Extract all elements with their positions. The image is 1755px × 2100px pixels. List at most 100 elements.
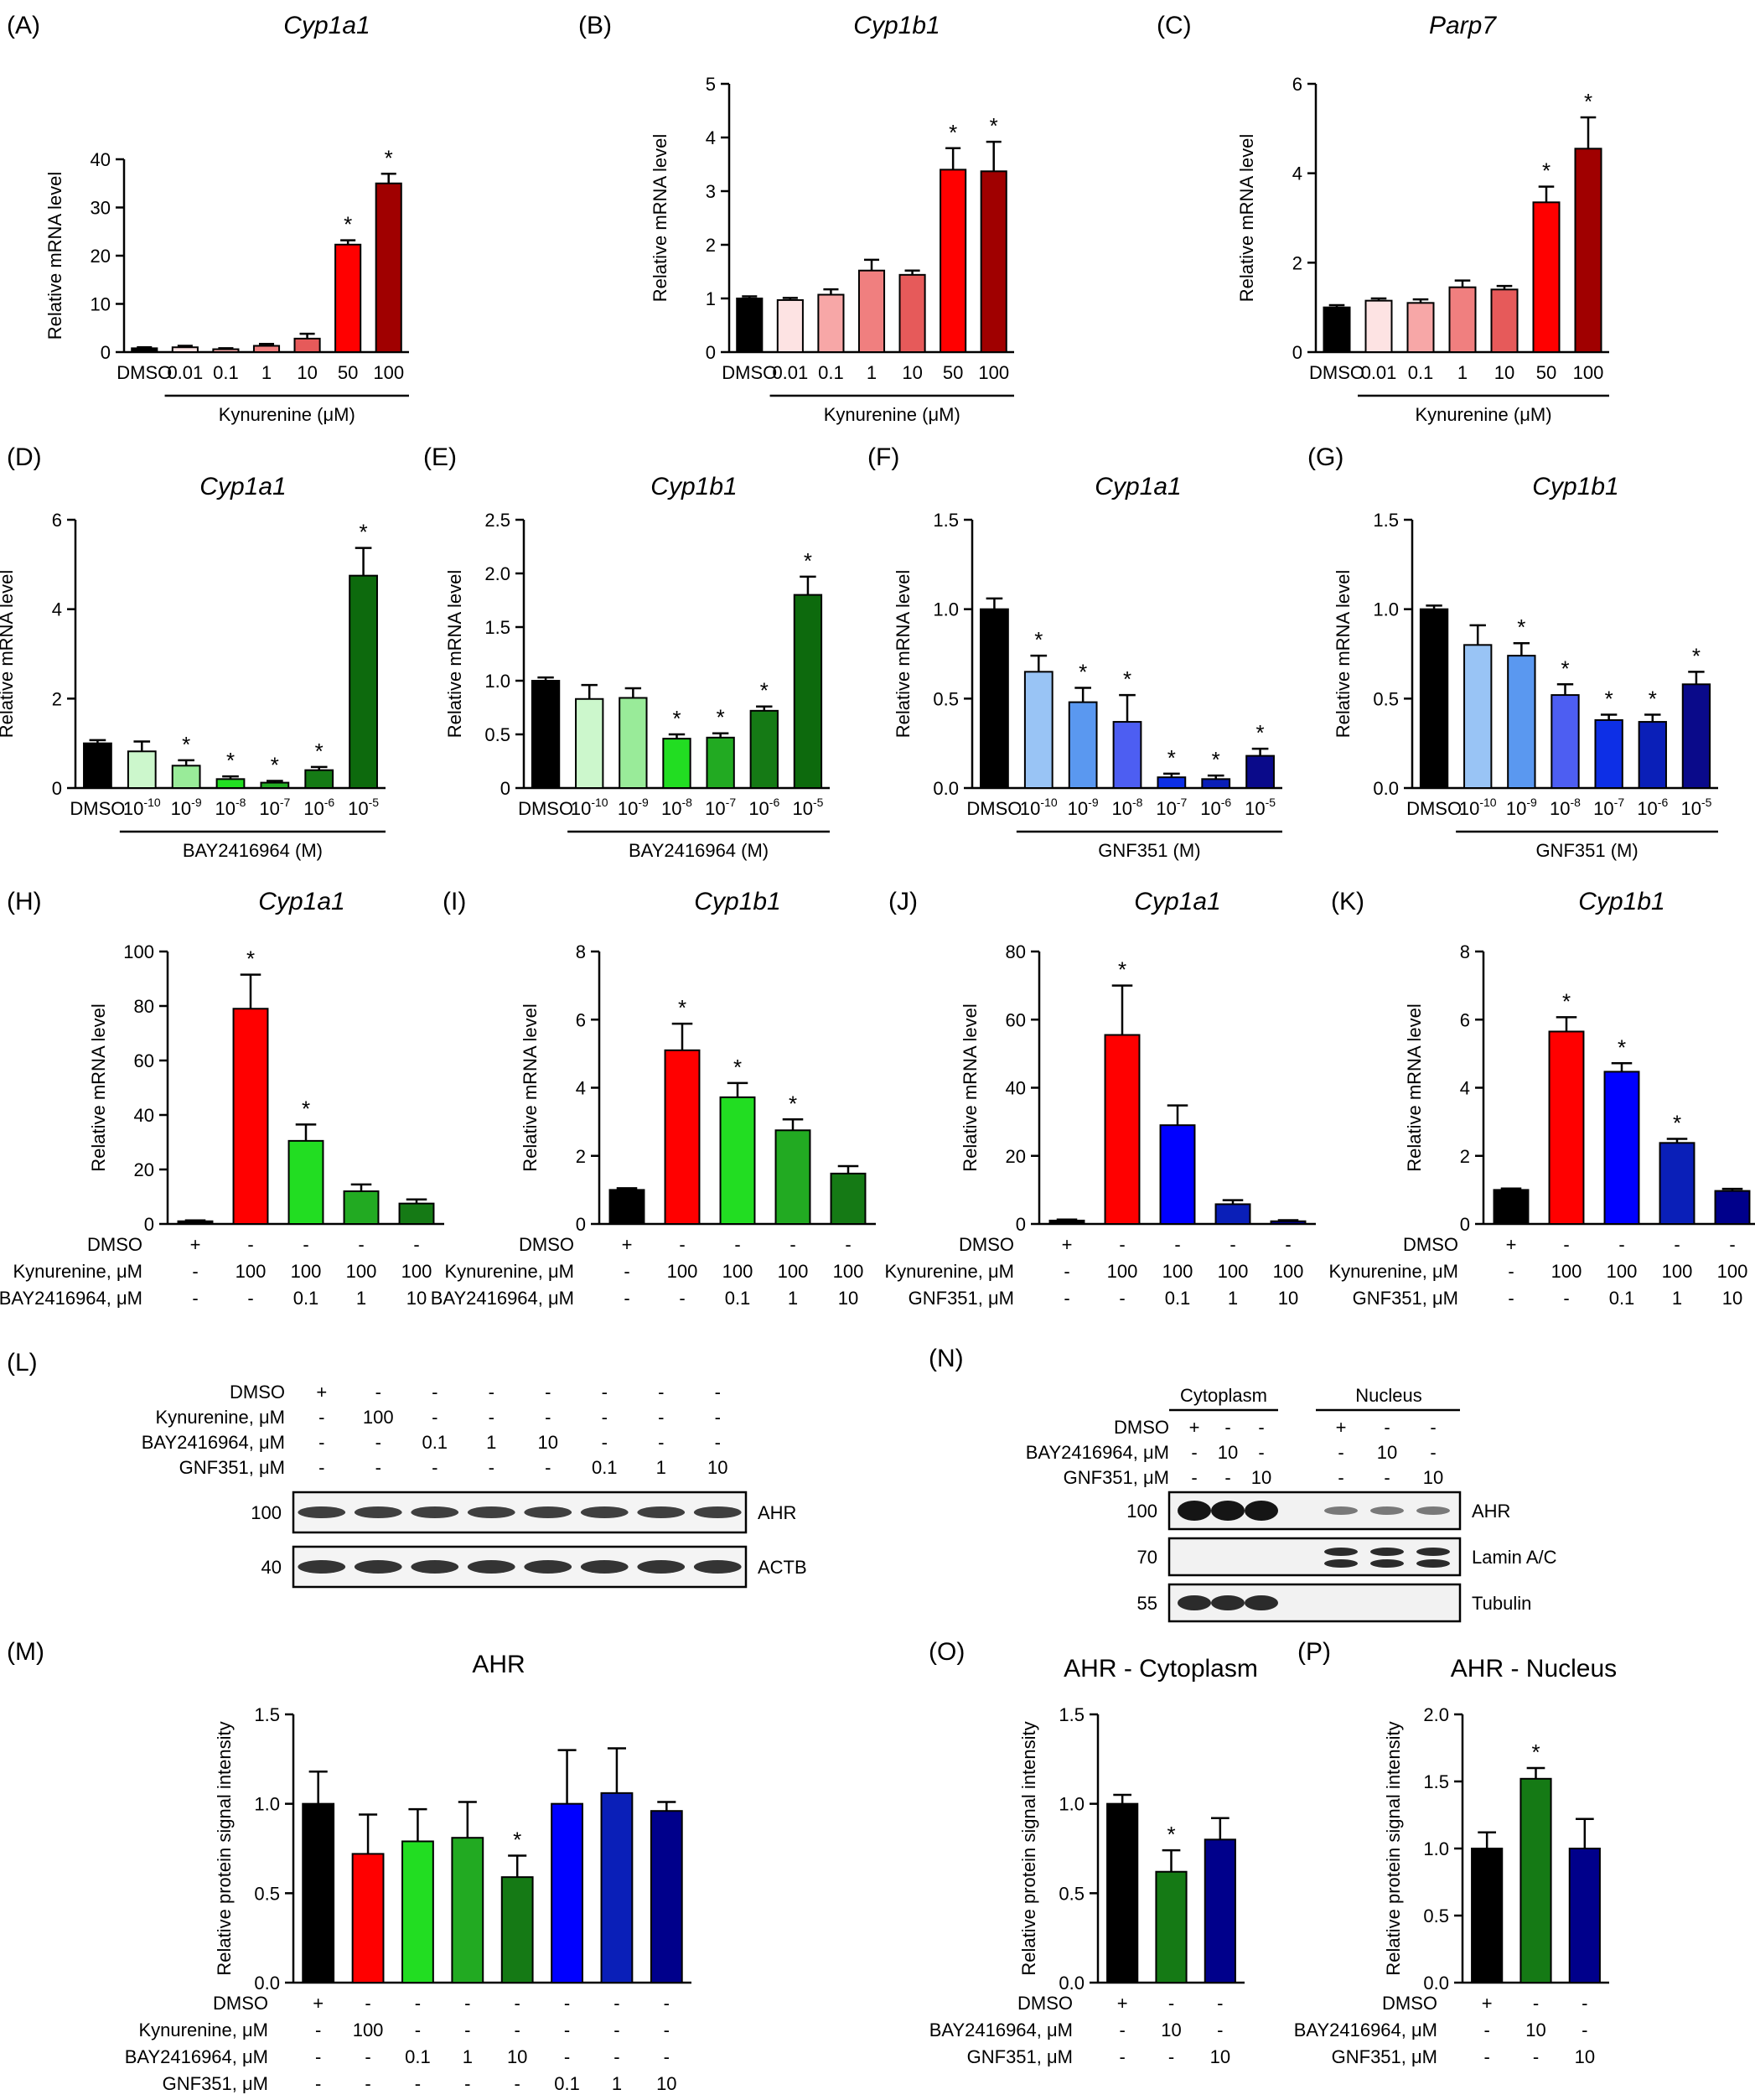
condition-cell: 1 xyxy=(612,2073,622,2094)
bar xyxy=(662,738,691,789)
significance-star: * xyxy=(1562,988,1571,1014)
x-tick-label: 1 xyxy=(867,362,877,383)
y-tick-label: 2.0 xyxy=(1423,1704,1449,1725)
y-tick-label: 0.0 xyxy=(933,778,959,799)
bar xyxy=(131,347,158,353)
lane-row-label: GNF351, μM xyxy=(179,1457,285,1478)
significance-star: * xyxy=(302,1096,310,1121)
x-tick-label: 100 xyxy=(373,362,404,383)
lane-cell: - xyxy=(1191,1467,1197,1488)
treatment-label: BAY2416964 (M) xyxy=(629,840,769,861)
y-axis-label: Relative mRNA level xyxy=(1333,570,1354,739)
x-tick-label: 10-6 xyxy=(303,796,334,819)
bar xyxy=(980,608,1009,790)
bar xyxy=(1490,288,1519,354)
condition-cell: - xyxy=(315,2073,321,2094)
panel-label: (B) xyxy=(578,12,612,39)
panel-label: (D) xyxy=(7,443,42,471)
y-tick-label: 0 xyxy=(500,778,510,799)
blot-strip xyxy=(1167,1537,1462,1577)
y-axis-label: Relative mRNA level xyxy=(1236,134,1257,303)
bar xyxy=(817,293,845,353)
chart-title: Cyp1a1 xyxy=(283,12,370,39)
y-tick-label: 10 xyxy=(91,294,111,315)
y-tick-label: 20 xyxy=(91,246,111,267)
protein-label: ACTB xyxy=(758,1557,807,1578)
lane-cell: 10 xyxy=(1423,1467,1443,1488)
condition-cell: + xyxy=(1506,1234,1517,1255)
blot-band xyxy=(524,1560,572,1574)
condition-cell: - xyxy=(624,1288,629,1309)
lane-cell: 10 xyxy=(1251,1467,1271,1488)
bar xyxy=(793,594,823,789)
condition-cell: - xyxy=(1217,2020,1223,2040)
x-tick-exponent: -6 xyxy=(324,796,335,809)
lane-cell: - xyxy=(658,1432,664,1453)
protein-label: Lamin A/C xyxy=(1472,1547,1557,1568)
y-tick-label: 6 xyxy=(52,510,62,531)
condition-cell: 100 xyxy=(1717,1261,1748,1282)
condition-cell: 10 xyxy=(1722,1288,1742,1309)
x-tick-label: 10-5 xyxy=(1245,796,1276,819)
y-tick-label: 0 xyxy=(1292,342,1302,363)
condition-cell: + xyxy=(1482,1993,1493,2014)
blot-panel-l: (L) DMSO + - - - - - - - Kynurenine, μM - 100 - - - - - - B… xyxy=(7,1349,807,1589)
bar xyxy=(600,1791,634,1984)
chart-title: AHR - Nucleus xyxy=(1451,1655,1617,1683)
condition-row-label: DMSO xyxy=(959,1234,1014,1255)
x-tick-exponent: -7 xyxy=(726,796,737,809)
condition-cell: - xyxy=(1484,2020,1490,2040)
chart-title: Cyp1b1 xyxy=(1532,473,1618,500)
blot-band xyxy=(1416,1506,1450,1515)
condition-cell: 100 xyxy=(1607,1261,1638,1282)
x-tick-label: 10-10 xyxy=(123,796,161,819)
condition-cell: - xyxy=(624,1261,629,1282)
mw-marker: 100 xyxy=(1126,1501,1157,1522)
x-tick-label: 0.1 xyxy=(818,362,844,383)
chart-panel-d: (D) Cyp1a1 Relative mRNA level 0 2 4 6 DMSO10-1… xyxy=(0,443,386,861)
blot-band xyxy=(524,1506,572,1518)
x-tick-label: 10-7 xyxy=(259,796,290,819)
bar xyxy=(1568,1848,1601,1983)
x-tick-label: 10-7 xyxy=(1156,796,1187,819)
condition-cell: 100 xyxy=(401,1261,432,1282)
x-tick-label: 10-9 xyxy=(171,796,202,819)
lane-cell: - xyxy=(658,1407,664,1428)
bar xyxy=(830,1172,867,1225)
y-tick-label: 60 xyxy=(134,1050,154,1071)
x-tick-label: 50 xyxy=(1536,362,1556,383)
blot-band xyxy=(1245,1501,1278,1521)
condition-cell: 100 xyxy=(1218,1261,1249,1282)
condition-cell: + xyxy=(313,1993,324,2014)
lane-cell: + xyxy=(1336,1417,1347,1438)
significance-star: * xyxy=(226,748,235,773)
blot-band xyxy=(580,1506,629,1518)
condition-cell: - xyxy=(303,1234,308,1255)
condition-cell: 10 xyxy=(507,2046,527,2067)
bar xyxy=(1551,694,1580,789)
y-axis-label: Relative mRNA level xyxy=(88,1003,109,1172)
x-tick-label: 0.01 xyxy=(772,362,808,383)
condition-cell: 10 xyxy=(1161,2020,1181,2040)
x-tick-exponent: -8 xyxy=(1132,796,1143,809)
y-tick-label: 60 xyxy=(1006,1009,1026,1030)
y-tick-label: 40 xyxy=(1006,1078,1026,1099)
y-tick-label: 100 xyxy=(123,941,154,962)
chart-title: Cyp1a1 xyxy=(1134,888,1220,915)
bar xyxy=(1048,1219,1085,1225)
condition-cell: - xyxy=(1582,2020,1587,2040)
bar xyxy=(719,1096,756,1225)
bar xyxy=(898,273,926,353)
lane-cell: - xyxy=(602,1407,608,1428)
y-tick-label: 1.0 xyxy=(1059,1794,1085,1815)
y-tick-label: 0.5 xyxy=(933,688,959,709)
lane-cell: - xyxy=(375,1382,381,1403)
bar xyxy=(212,348,240,353)
lane-cell: - xyxy=(1338,1442,1343,1463)
condition-cell: - xyxy=(192,1261,198,1282)
significance-star: * xyxy=(315,739,324,764)
x-tick-label: DMSO xyxy=(116,362,172,383)
chart-title: AHR xyxy=(472,1651,525,1678)
bar xyxy=(736,298,764,353)
